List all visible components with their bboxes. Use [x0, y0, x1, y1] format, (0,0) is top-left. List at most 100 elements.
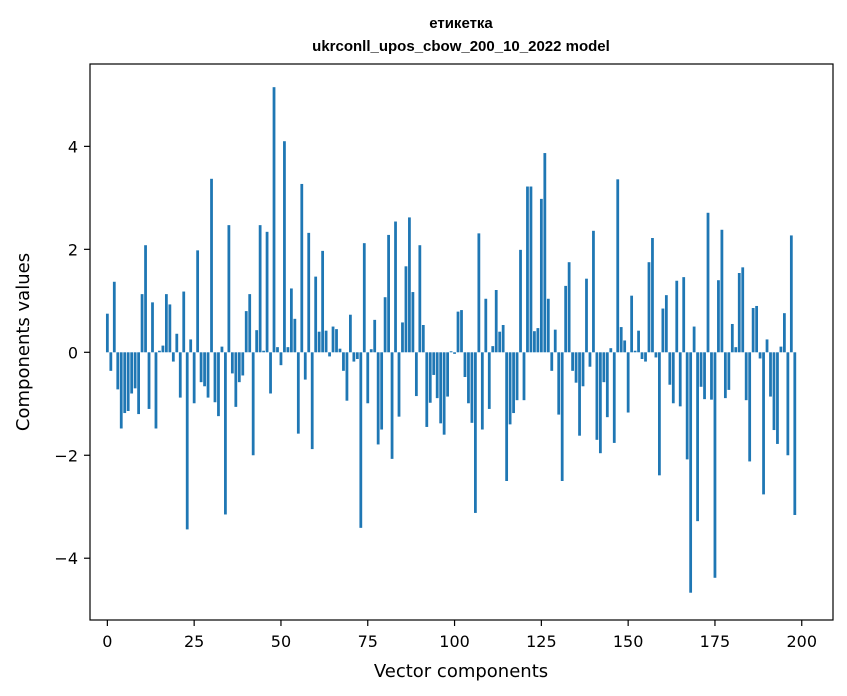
bar-103 [463, 352, 467, 378]
bar-73 [359, 352, 363, 528]
bar-1 [109, 352, 113, 371]
bar-2 [112, 281, 116, 353]
chart-title-line-1: етикетка [429, 15, 493, 32]
bar-188 [758, 352, 762, 359]
bar-45 [262, 350, 265, 353]
bar-3 [116, 352, 120, 390]
bar-127 [546, 298, 550, 353]
bar-48 [272, 87, 276, 353]
bar-162 [668, 352, 672, 385]
bar-66 [335, 329, 338, 353]
bar-77 [373, 319, 377, 353]
bar-149 [623, 340, 627, 353]
bar-139 [588, 352, 592, 367]
bar-58 [307, 232, 311, 353]
bar-196 [786, 352, 790, 456]
bar-189 [762, 352, 765, 495]
bar-134 [571, 352, 574, 371]
bar-19 [171, 352, 175, 362]
bar-33 [220, 346, 224, 353]
bar-138 [585, 278, 588, 353]
bar-70 [349, 314, 352, 353]
bar-184 [744, 352, 748, 401]
bar-38 [237, 352, 241, 383]
bar-124 [536, 328, 540, 353]
bar-34 [224, 352, 227, 515]
bar-94 [432, 352, 436, 375]
bar-150 [626, 352, 630, 413]
bar-192 [772, 352, 776, 431]
bar-187 [755, 305, 759, 353]
y-axis: −4 −2 0 2 4 [54, 137, 90, 568]
bar-152 [633, 350, 637, 353]
bar-68 [342, 352, 345, 371]
bar-82 [390, 352, 394, 459]
bar-182 [737, 273, 741, 353]
bar-74 [362, 243, 366, 353]
bar-39 [241, 352, 245, 376]
bar-118 [515, 352, 519, 401]
bar-135 [574, 352, 578, 383]
bar-129 [553, 329, 557, 353]
bar-131 [560, 352, 564, 481]
bar-161 [664, 295, 668, 353]
bar-151 [630, 295, 634, 353]
bar-55 [296, 352, 300, 434]
x-axis: 0 25 50 75 100 125 150 175 200 [102, 620, 817, 651]
bar-155 [644, 352, 647, 362]
bar-27 [199, 352, 203, 383]
bar-35 [227, 225, 231, 353]
bar-194 [779, 346, 783, 353]
bar-10 [140, 294, 144, 353]
bar-93 [428, 352, 432, 403]
bar-197 [789, 235, 793, 353]
bar-51 [283, 141, 286, 353]
bar-60 [314, 276, 318, 353]
bar-164 [675, 280, 679, 353]
bar-132 [564, 285, 568, 353]
bar-101 [456, 311, 460, 353]
bar-169 [692, 326, 696, 353]
bar-40 [244, 311, 248, 353]
bar-122 [529, 186, 533, 353]
bar-143 [602, 352, 606, 383]
bar-87 [408, 217, 411, 353]
bar-117 [512, 352, 515, 414]
bar-90 [418, 245, 422, 353]
bar-95 [435, 352, 439, 399]
bar-156 [647, 262, 651, 353]
bar-96 [439, 352, 443, 424]
x-tick-label: 100 [439, 632, 470, 651]
bar-130 [557, 352, 561, 415]
bar-44 [258, 225, 262, 353]
bar-125 [539, 198, 543, 353]
bar-102 [460, 310, 463, 353]
bar-30 [210, 178, 213, 353]
bar-32 [217, 352, 220, 417]
bar-46 [265, 231, 269, 353]
bar-193 [776, 352, 779, 444]
bar-165 [678, 352, 682, 407]
bar-37 [234, 352, 238, 407]
bar-76 [369, 349, 373, 353]
x-tick-label: 175 [700, 632, 731, 651]
bar-163 [671, 352, 675, 404]
bar-9 [137, 352, 140, 415]
y-tick-label: 0 [68, 343, 78, 362]
plot-area [105, 87, 797, 593]
bar-178 [723, 352, 727, 399]
bar-181 [734, 347, 738, 353]
x-tick-label: 25 [184, 632, 204, 651]
bar-98 [446, 352, 449, 397]
bar-63 [324, 330, 328, 353]
bar-36 [230, 352, 234, 374]
bar-168 [689, 352, 693, 593]
bar-180 [730, 323, 734, 353]
bar-176 [717, 280, 720, 353]
bar-20 [175, 333, 179, 353]
bar-22 [182, 291, 186, 353]
bar-177 [720, 229, 724, 353]
bar-54 [293, 318, 297, 353]
bar-24 [189, 339, 193, 353]
bar-108 [480, 352, 484, 430]
